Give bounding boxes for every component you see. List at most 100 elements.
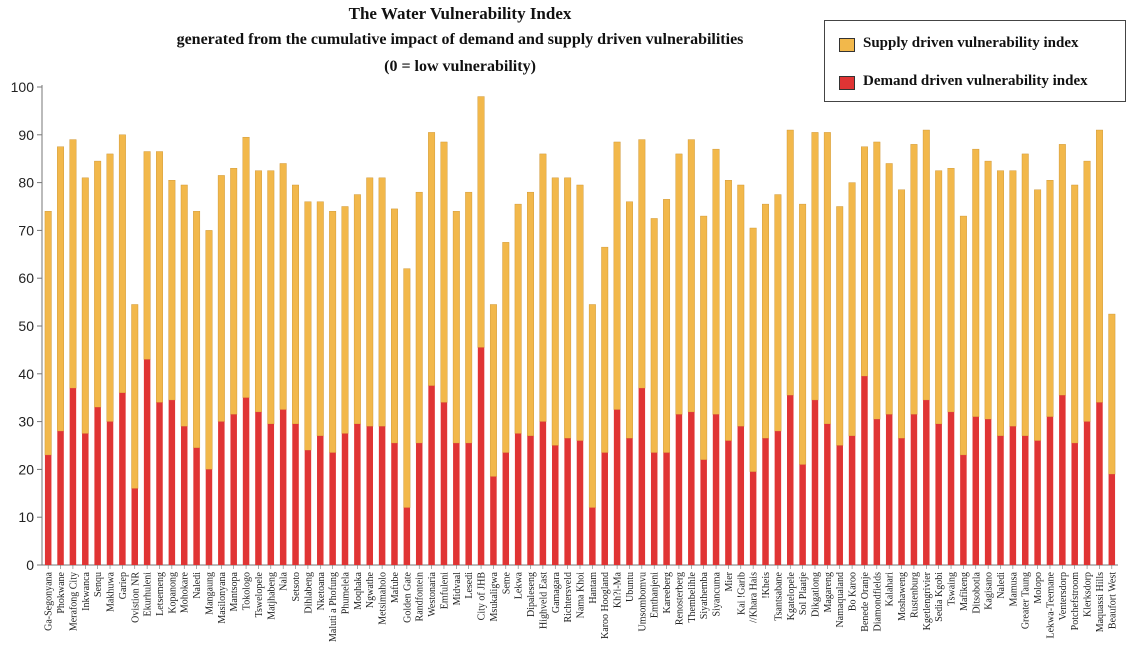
- demand-bar: [1034, 441, 1041, 565]
- x-tick-label: City of JHB: [477, 572, 488, 621]
- supply-bar: [948, 168, 955, 412]
- x-tick-label: Hantam: [588, 572, 599, 604]
- supply-bar: [663, 199, 670, 452]
- x-tick-label: Kopanong: [167, 572, 178, 614]
- supply-bar: [70, 140, 77, 389]
- x-tick-label: Matjhabeng: [266, 572, 277, 620]
- x-tick-label: Ventersdorp: [1058, 572, 1069, 620]
- x-tick-label: Setsoto: [291, 572, 302, 601]
- demand-bar: [465, 443, 472, 565]
- demand-bar: [614, 410, 621, 565]
- supply-bar: [57, 147, 64, 431]
- demand-bar: [428, 386, 435, 565]
- demand-bar: [218, 422, 225, 565]
- supply-bar: [391, 209, 398, 443]
- demand-bar: [181, 426, 188, 565]
- supply-bar: [94, 161, 101, 407]
- y-tick-label: 30: [18, 414, 34, 430]
- supply-bar: [441, 142, 448, 403]
- supply-bar: [119, 135, 126, 393]
- supply-bar: [1071, 185, 1078, 443]
- x-tick-label: Midvaal: [452, 572, 463, 606]
- x-tick-label: Mafube: [390, 571, 401, 603]
- supply-bar: [169, 180, 176, 400]
- demand-bar: [985, 419, 992, 565]
- supply-bar: [589, 304, 596, 507]
- supply-bar: [614, 142, 621, 410]
- supply-bar: [812, 132, 819, 400]
- demand-bar: [824, 424, 831, 565]
- demand-bar: [738, 426, 745, 565]
- supply-bar: [540, 154, 547, 422]
- x-tick-label: Inkwanca: [81, 571, 92, 610]
- supply-bar: [478, 97, 485, 348]
- supply-bar: [564, 178, 571, 439]
- x-tick-label: Nala: [279, 571, 290, 590]
- x-tick-label: Letsemeng: [155, 572, 166, 616]
- supply-bar: [490, 304, 497, 476]
- supply-bar: [107, 154, 114, 422]
- supply-bar: [960, 216, 967, 455]
- supply-bar: [465, 192, 472, 443]
- x-tick-label: Karoo Hoogland: [600, 572, 611, 639]
- x-tick-label: Makhuwa: [106, 571, 117, 612]
- supply-bar: [379, 178, 386, 427]
- x-tick-label: Molopo: [1033, 572, 1044, 604]
- demand-bar: [1096, 402, 1103, 565]
- demand-bar: [1010, 426, 1017, 565]
- demand-bar: [651, 453, 658, 565]
- supply-bar: [317, 202, 324, 436]
- x-tick-label: Siyathemba: [699, 571, 710, 619]
- x-tick-label: Golden Gate: [402, 571, 413, 622]
- supply-bar: [1084, 161, 1091, 422]
- x-tick-label: Ga-Segonyana: [44, 571, 55, 630]
- x-tick-label: Ovistion NR: [130, 572, 141, 623]
- supply-bar: [428, 132, 435, 385]
- supply-bar: [1034, 190, 1041, 441]
- supply-bar: [342, 207, 349, 434]
- demand-bar: [82, 434, 89, 565]
- supply-bar: [775, 195, 782, 432]
- x-tick-label: Moqhaka: [353, 571, 364, 609]
- demand-bar: [156, 402, 163, 565]
- x-tick-label: Phumelela: [341, 571, 352, 614]
- x-tick-label: Kgatelopele: [786, 571, 797, 620]
- x-tick-label: Mantsopa: [229, 571, 240, 611]
- demand-bar: [169, 400, 176, 565]
- x-tick-label: Tsantsabane: [773, 571, 784, 620]
- demand-bar: [577, 441, 584, 565]
- supply-bar: [45, 211, 52, 455]
- x-tick-label: Kalahari: [885, 572, 896, 607]
- x-tick-label: Thembelihle: [687, 571, 698, 622]
- demand-bar: [787, 395, 794, 565]
- x-tick-label: Maluti a Phofung: [328, 572, 339, 642]
- x-tick-label: Richtersveld: [563, 572, 574, 623]
- demand-bar: [243, 398, 250, 565]
- supply-bar: [1047, 180, 1054, 417]
- demand-bar: [57, 431, 64, 565]
- demand-bar: [1059, 395, 1066, 565]
- demand-bar: [997, 436, 1004, 565]
- demand-bar: [799, 465, 806, 565]
- demand-bar: [935, 424, 942, 565]
- demand-bar: [923, 400, 930, 565]
- demand-bar: [713, 414, 720, 565]
- supply-bar: [366, 178, 373, 427]
- x-tick-label: Dikgatlong: [810, 572, 821, 617]
- x-tick-label: Msukaligwa: [489, 571, 500, 621]
- supply-bar: [836, 207, 843, 446]
- demand-bar: [107, 422, 114, 565]
- x-tick-label: Greater Taung: [1021, 572, 1032, 629]
- x-tick-label: Kai !Garib: [736, 572, 747, 615]
- demand-bar: [812, 400, 819, 565]
- x-tick-label: Mamusa: [1008, 571, 1019, 606]
- supply-bar: [911, 144, 918, 414]
- demand-bar: [132, 489, 139, 565]
- demand-bar: [700, 460, 707, 565]
- supply-bar: [725, 180, 732, 441]
- demand-bar: [453, 443, 460, 565]
- supply-bar: [787, 130, 794, 395]
- x-tick-label: //Khara Hais: [749, 572, 760, 623]
- supply-bar: [453, 211, 460, 443]
